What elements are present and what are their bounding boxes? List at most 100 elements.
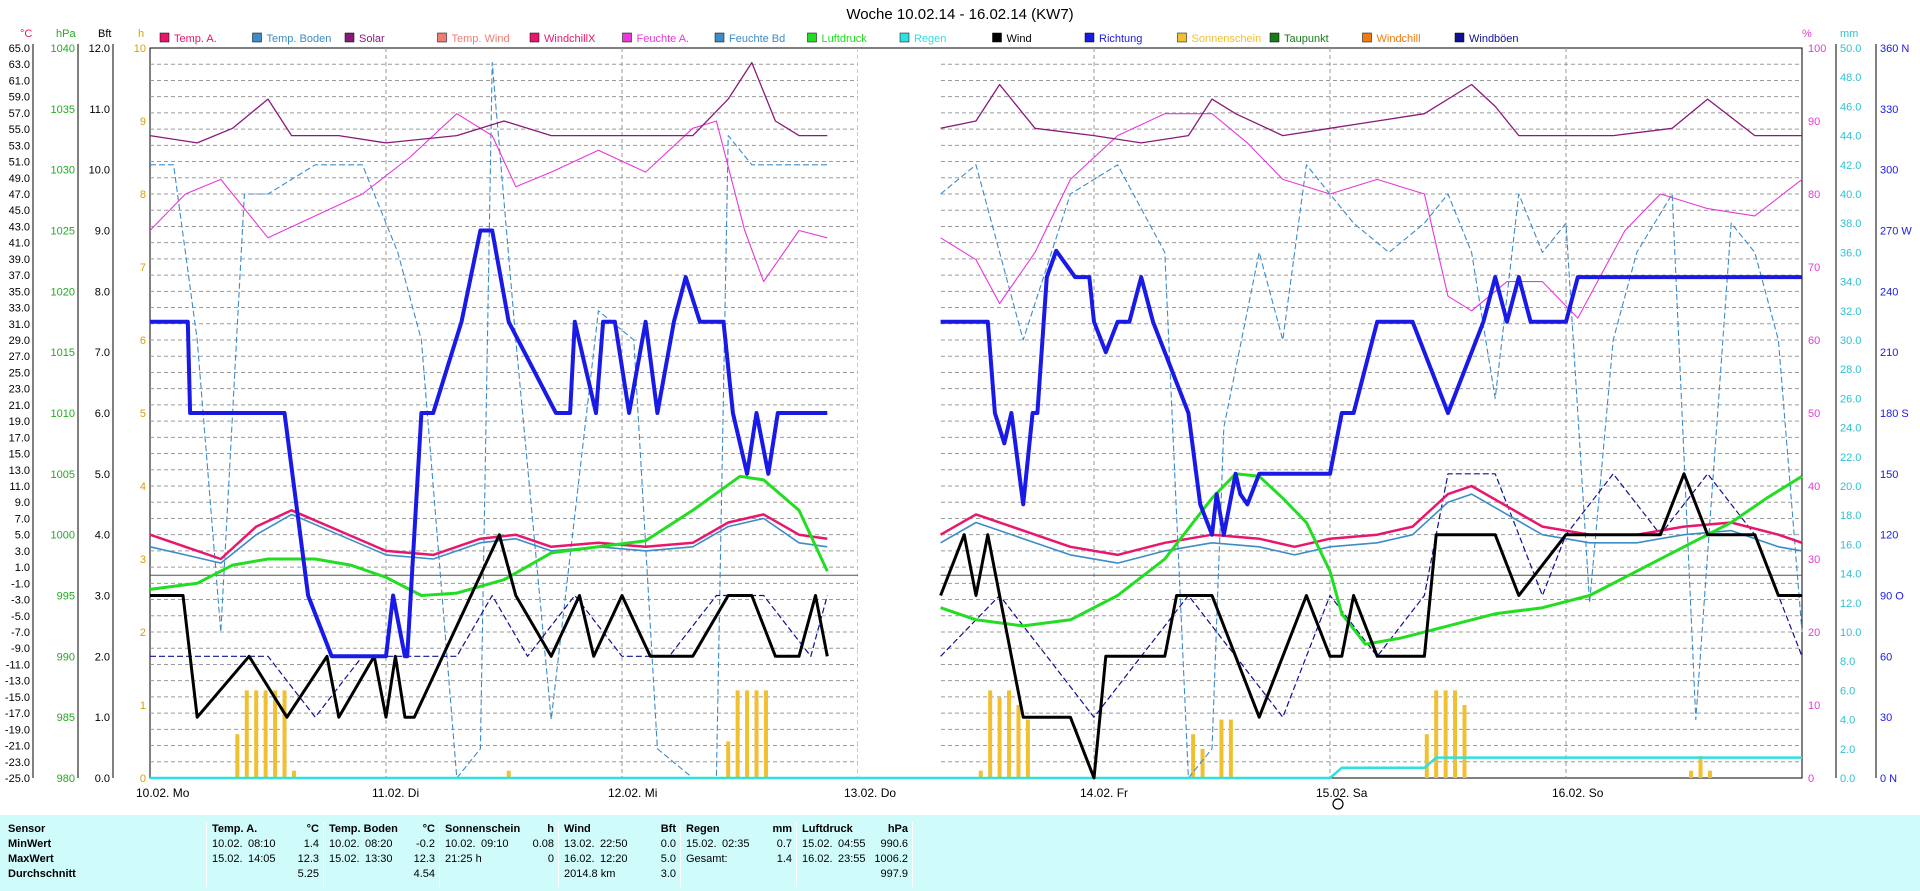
tick-label: 150 bbox=[1880, 469, 1898, 481]
tick-label: 37.0 bbox=[9, 270, 30, 282]
sunshine-bar bbox=[1424, 734, 1429, 778]
sunshine-bar bbox=[1219, 719, 1224, 778]
axis-unit: hPa bbox=[56, 28, 76, 40]
tick-label: -5.0 bbox=[11, 611, 30, 623]
tick-label: 59.0 bbox=[9, 92, 30, 104]
legend: Temp. A. Temp. Boden Solar Temp. Wind Windch… bbox=[159, 32, 1519, 45]
sunshine-bar bbox=[282, 690, 287, 778]
tick-label: -19.0 bbox=[5, 724, 30, 736]
sunshine-bar bbox=[1228, 719, 1233, 778]
stats-value: 0 bbox=[547, 853, 554, 865]
sunshine-bar bbox=[1007, 690, 1012, 778]
stats-header: Luftdruck bbox=[802, 823, 853, 835]
sunshine-bar bbox=[1698, 756, 1703, 778]
tick-label: 30 bbox=[1808, 554, 1820, 566]
stats-temp-a-block: Temp. A. °C 10.02. 08:10 1.4 15.02. 14:0… bbox=[208, 822, 324, 888]
series-line-richtung bbox=[150, 228, 828, 659]
tick-label: 1020 bbox=[51, 286, 75, 298]
tick-label: 80 bbox=[1808, 189, 1820, 201]
stats-date: 13.02. bbox=[564, 838, 595, 850]
legend-entry: Temp. Wind bbox=[452, 33, 510, 45]
stats-time: 04:55 bbox=[838, 838, 866, 850]
stats-wind-block: Wind Bft 13.02. 22:50 0.0 16.02. 12:20 5… bbox=[560, 822, 681, 888]
stats-value: 12.3 bbox=[413, 853, 435, 865]
tick-label: 48.0 bbox=[1840, 72, 1861, 84]
legend-entry: Regen bbox=[914, 33, 946, 45]
stats-time: 14:05 bbox=[248, 853, 276, 865]
tick-label: 13.0 bbox=[9, 465, 30, 477]
stats-time: 02:35 bbox=[722, 838, 750, 850]
tick-label: 32.0 bbox=[1840, 306, 1861, 318]
stats-total: 21:25 h bbox=[445, 853, 482, 865]
tick-label: 7 bbox=[140, 262, 146, 274]
legend-entry: Sonnenschein bbox=[1192, 33, 1262, 45]
sunshine-bar bbox=[263, 690, 268, 778]
tick-label: 18.0 bbox=[1840, 510, 1861, 522]
tick-label: 60 bbox=[1880, 651, 1892, 663]
tick-label: -23.0 bbox=[5, 757, 30, 769]
legend-entry: Wind bbox=[1007, 33, 1032, 45]
series-line-solar bbox=[149, 61, 828, 144]
stats-value: 0.08 bbox=[532, 838, 554, 850]
tick-label: 41.0 bbox=[9, 238, 30, 250]
tick-label: 990 bbox=[57, 651, 75, 663]
stats-header: Temp. Boden bbox=[329, 823, 398, 835]
tick-label: 3.0 bbox=[15, 546, 30, 558]
tick-label: 19.0 bbox=[9, 416, 30, 428]
tick-label: 100 bbox=[1808, 43, 1826, 55]
tick-label: 25.0 bbox=[9, 367, 30, 379]
tick-label: 50.0 bbox=[1840, 43, 1861, 55]
tick-label: 42.0 bbox=[1840, 160, 1861, 172]
stats-header: Sonnenschein bbox=[445, 823, 521, 835]
tick-label: 20.0 bbox=[1840, 481, 1861, 493]
tick-label: 46.0 bbox=[1840, 101, 1861, 113]
tick-label: 53.0 bbox=[9, 140, 30, 152]
legend-swatch bbox=[1084, 32, 1095, 43]
tick-label: 24.0 bbox=[1840, 423, 1861, 435]
legend-entry: Solar bbox=[359, 33, 385, 45]
tick-label: -25.0 bbox=[5, 773, 30, 785]
stats-time: 08:20 bbox=[365, 838, 393, 850]
tick-label: 4.0 bbox=[1840, 715, 1855, 727]
tick-label: 40 bbox=[1808, 481, 1820, 493]
axis-unit: h bbox=[138, 28, 144, 40]
stats-temp-boden-block: Temp. Boden °C 10.02. 08:20 -0.2 15.02. … bbox=[325, 822, 440, 888]
stats-unit: mm bbox=[772, 823, 792, 835]
tick-label: -13.0 bbox=[5, 676, 30, 688]
tick-label: 4 bbox=[140, 481, 146, 493]
tick-label: 0.0 bbox=[95, 773, 110, 785]
tick-label: 61.0 bbox=[9, 75, 30, 87]
stats-date: 10.02. bbox=[445, 838, 476, 850]
stats-value: 4.54 bbox=[413, 868, 435, 880]
stats-panel: Sensor MinWert MaxWert Durchschnitt Temp… bbox=[0, 815, 1920, 891]
stats-time: 08:10 bbox=[248, 838, 276, 850]
stats-date: 16.02. bbox=[802, 853, 833, 865]
stats-sensor-header: Sensor bbox=[8, 823, 46, 835]
stats-unit: Bft bbox=[660, 823, 676, 835]
tick-label: 22.0 bbox=[1840, 452, 1861, 464]
tick-label: 9 bbox=[140, 116, 146, 128]
tick-label: 70 bbox=[1808, 262, 1820, 274]
tick-label: 6.0 bbox=[1840, 685, 1855, 697]
tick-label: 270 W bbox=[1880, 226, 1912, 238]
tick-label: 3 bbox=[140, 554, 146, 566]
axis-unit: % bbox=[1802, 28, 1812, 40]
sunshine-bar bbox=[244, 690, 249, 778]
tick-label: 8.0 bbox=[1840, 656, 1855, 668]
tick-label: 43.0 bbox=[9, 221, 30, 233]
legend-swatch bbox=[1269, 32, 1280, 43]
tick-label: 27.0 bbox=[9, 351, 30, 363]
sunshine-bar bbox=[1453, 690, 1458, 778]
tick-label: 60 bbox=[1808, 335, 1820, 347]
sunshine-bar bbox=[1434, 690, 1439, 778]
sunshine-bar bbox=[763, 690, 768, 778]
stats-date: 15.02. bbox=[686, 838, 717, 850]
stats-value: 3.0 bbox=[660, 868, 676, 880]
x-tick-label: 16.02. So bbox=[1552, 786, 1604, 800]
sunshine-bar bbox=[988, 690, 993, 778]
legend-swatch bbox=[159, 32, 170, 43]
tick-label: 57.0 bbox=[9, 108, 30, 120]
tick-label: 29.0 bbox=[9, 335, 30, 347]
stats-time: 12:20 bbox=[600, 853, 628, 865]
tick-label: 39.0 bbox=[9, 254, 30, 266]
